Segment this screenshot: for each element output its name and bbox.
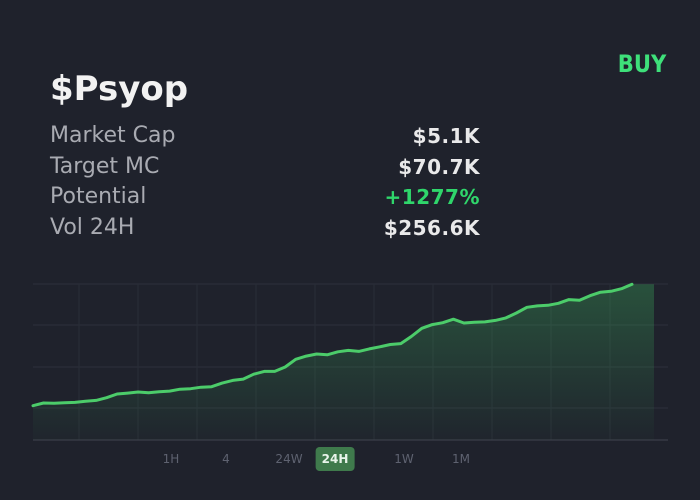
stat-value: $70.7K xyxy=(398,154,480,179)
stat-row-potential: Potential +1277% xyxy=(50,182,482,213)
timeframe-button[interactable]: 1M xyxy=(452,452,470,466)
token-symbol: $Psyop xyxy=(50,69,189,109)
timeframe-button[interactable]: 4 xyxy=(222,452,230,466)
stat-row-target-mc: Target MC $70.7K xyxy=(50,152,482,183)
price-chart xyxy=(31,282,668,441)
stat-value: $256.6K xyxy=(383,215,480,240)
chart-area xyxy=(33,284,654,440)
stat-label: Target MC xyxy=(50,153,160,179)
timeframe-button[interactable]: 24W xyxy=(275,452,303,466)
stat-label: Vol 24H xyxy=(50,214,135,240)
stat-value: +1277% xyxy=(384,185,480,209)
stats-panel: Market Cap $5.1K Target MC $70.7K Potent… xyxy=(50,121,482,243)
stat-value: $5.1K xyxy=(412,124,480,148)
stat-label: Market Cap xyxy=(50,123,176,148)
stat-row-market-cap: Market Cap $5.1K xyxy=(50,121,482,152)
stat-row-vol-24h: Vol 24H $256.6K xyxy=(50,213,482,244)
buy-button[interactable]: BUY xyxy=(617,50,667,78)
stat-label: Potential xyxy=(50,184,147,209)
timeframe-button[interactable]: 1H xyxy=(162,452,180,466)
chart-line xyxy=(31,282,634,408)
timeframe-button[interactable]: 1W xyxy=(394,452,414,466)
timeframe-button[interactable]: 24H xyxy=(315,447,355,471)
